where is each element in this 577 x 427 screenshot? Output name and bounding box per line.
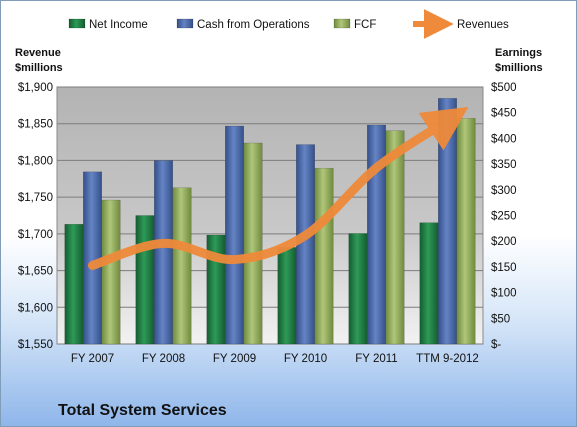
left-tick-label: $1,700 [18, 229, 53, 241]
x-tick-label: FY 2008 [142, 353, 185, 365]
legend-label: Net Income [89, 19, 148, 31]
bar-fcf [385, 130, 405, 345]
bar-cash-from-operations [83, 171, 102, 345]
bar-cash-from-operations [225, 125, 244, 345]
right-axis-ticks: $- $50 $100 $150 $200 $250 $300 $350 $400 $450 $50… [491, 82, 517, 351]
left-tick-label: $1,750 [18, 192, 53, 204]
right-tick-label: $50 [491, 313, 510, 325]
bar-net-income [135, 215, 155, 345]
right-tick-label: $300 [491, 185, 517, 197]
right-tick-label: $450 [491, 108, 517, 120]
left-tick-label: $1,850 [18, 119, 53, 131]
left-tick-label: $1,600 [18, 302, 53, 314]
legend-swatch [68, 18, 86, 29]
bar-net-income [277, 247, 297, 345]
legend-label: FCF [354, 19, 376, 31]
right-tick-label: $500 [491, 82, 517, 94]
x-tick-label: FY 2007 [71, 353, 114, 365]
chart-title: Total System Services [58, 402, 227, 419]
bar-net-income [64, 223, 84, 345]
legend-swatch [333, 18, 351, 29]
left-axis-title-line2: $millions [15, 62, 63, 74]
bar-fcf [172, 187, 192, 345]
bar-fcf [243, 142, 263, 345]
left-axis-title-line1: Revenue [15, 47, 61, 59]
bar-net-income [419, 222, 439, 345]
right-axis-title-line1: Earnings [495, 47, 542, 59]
right-tick-label: $400 [491, 133, 517, 145]
legend-swatch [176, 18, 194, 29]
revenue-line [88, 106, 469, 270]
plot-area [56, 86, 484, 345]
left-tick-label: $1,650 [18, 266, 53, 278]
right-tick-label: $- [491, 339, 501, 351]
right-tick-label: $150 [491, 262, 517, 274]
right-tick-label: $100 [491, 288, 517, 300]
legend-label: Revenues [457, 19, 509, 31]
bar-cash-from-operations [438, 98, 457, 345]
bar-net-income [348, 233, 368, 345]
left-tick-label: $1,550 [18, 339, 53, 351]
x-tick-label: FY 2010 [284, 353, 327, 365]
gridlines [57, 86, 483, 345]
left-tick-label: $1,800 [18, 155, 53, 167]
bars [64, 98, 476, 345]
x-tick-label: TTM 9-2012 [416, 353, 479, 365]
revenue-line-path [88, 106, 469, 270]
right-tick-label: $350 [491, 159, 517, 171]
legend: Net Income Cash from Operations FCF Revenue… [68, 9, 509, 39]
right-tick-label: $250 [491, 211, 517, 223]
legend-label: Cash from Operations [197, 19, 310, 31]
bar-fcf [314, 167, 334, 345]
left-tick-label: $1,900 [18, 82, 53, 94]
bar-fcf [101, 199, 121, 345]
x-tick-label: FY 2011 [355, 353, 397, 365]
left-axis-ticks: $1,550 $1,600 $1,650 $1,700 $1,750 $1,800 $1,8… [18, 82, 53, 351]
right-tick-label: $200 [491, 236, 517, 248]
bar-cash-from-operations [154, 160, 173, 345]
x-axis-ticks: FY 2007 FY 2008 FY 2009 FY 2010 FY 2011 TTM 9… [71, 353, 479, 365]
right-axis-title-line2: $millions [495, 62, 543, 74]
bar-fcf [456, 118, 476, 345]
x-tick-label: FY 2009 [213, 353, 256, 365]
